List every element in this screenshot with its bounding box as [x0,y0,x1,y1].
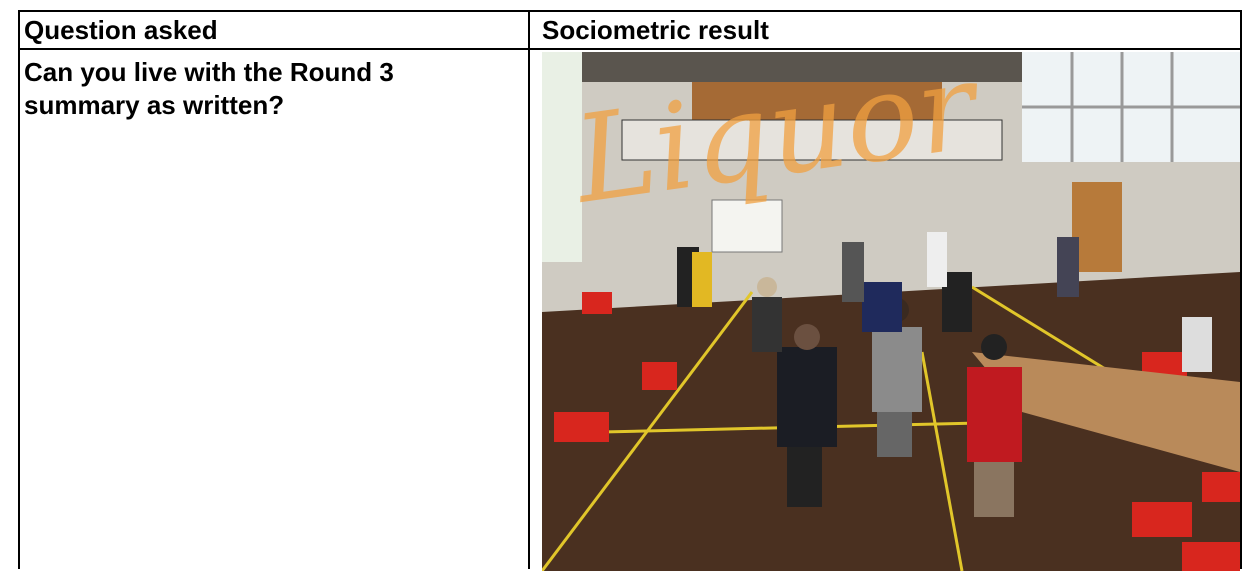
header-row: Question asked Sociometric result [20,12,1240,50]
page: {"table": {"header": ["Question asked", … [0,0,1243,569]
column-divider [528,12,530,569]
header-cell: Sociometric result [542,14,769,47]
question-cell: Can you live with the Round 3 summary as… [24,56,504,122]
header-cell: Question asked [24,14,218,47]
hatch [1072,182,1122,272]
table: Question asked Sociometric result Can yo… [18,10,1242,569]
photo: Liquor [542,52,1240,571]
